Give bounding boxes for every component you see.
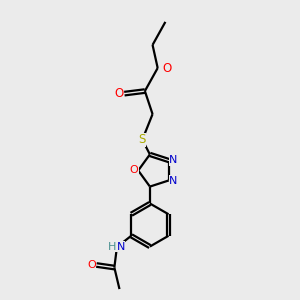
Text: S: S — [138, 133, 146, 146]
Text: O: O — [115, 87, 124, 100]
Text: O: O — [163, 61, 172, 74]
Text: H: H — [108, 242, 116, 251]
Text: N: N — [169, 176, 178, 186]
Text: N: N — [116, 242, 125, 251]
Text: N: N — [169, 155, 178, 165]
Text: O: O — [87, 260, 96, 270]
Text: O: O — [130, 166, 139, 176]
